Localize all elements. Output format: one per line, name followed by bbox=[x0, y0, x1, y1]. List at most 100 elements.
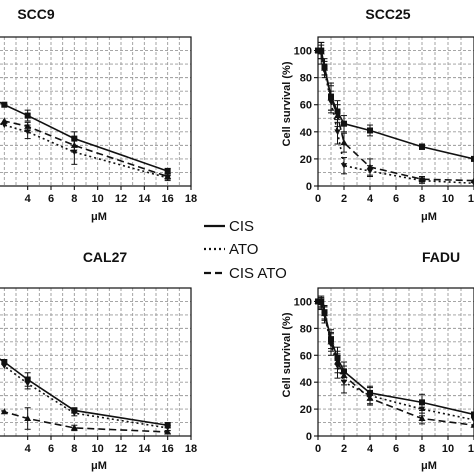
data-point bbox=[341, 120, 347, 127]
data-point bbox=[334, 358, 341, 365]
data-point bbox=[0, 408, 8, 415]
plot-frame bbox=[0, 36, 192, 187]
x-tick-label: 8 bbox=[419, 443, 425, 455]
plot-area-fadu: 0 2 4 6 8 10 12 0 20 40 60 80 100 bbox=[294, 287, 474, 455]
data-point bbox=[0, 117, 8, 124]
data-point bbox=[418, 175, 426, 182]
series-line-ato bbox=[317, 300, 474, 421]
x-tick-label: 14 bbox=[138, 193, 151, 205]
x-tick-label: 16 bbox=[162, 193, 174, 205]
x-tick-label: 6 bbox=[48, 443, 54, 455]
panel-title-cal27: CAL27 bbox=[83, 249, 128, 265]
x-tick-label: 6 bbox=[393, 193, 399, 205]
x-tick-label: 10 bbox=[442, 193, 454, 205]
panel-title-scc9: SCC9 bbox=[17, 6, 55, 22]
legend-label-ato: ATO bbox=[229, 241, 258, 258]
data-point bbox=[70, 141, 78, 148]
panel-scc9: SCC9 4 6 8 10 12 14 16 18 μM bbox=[0, 6, 197, 223]
data-point bbox=[1, 363, 8, 370]
x-tick-label: 8 bbox=[71, 193, 77, 205]
series-cis bbox=[315, 295, 474, 418]
data-point bbox=[24, 122, 32, 129]
data-point bbox=[340, 139, 348, 146]
x-tick-label: 12 bbox=[115, 193, 127, 205]
x-axis-label-scc25: μM bbox=[421, 211, 437, 223]
data-point bbox=[366, 394, 374, 401]
plot-frame bbox=[0, 287, 192, 437]
data-point bbox=[321, 64, 328, 71]
data-point bbox=[327, 94, 335, 101]
x-tick-label: 14 bbox=[138, 443, 151, 455]
legend-label-cis-ato: CIS ATO bbox=[229, 265, 287, 282]
x-tick-label: 12 bbox=[468, 193, 474, 205]
data-point bbox=[470, 177, 474, 184]
x-tick-label: 12 bbox=[468, 443, 474, 455]
series-line-ato bbox=[0, 122, 168, 179]
x-tick-label: 10 bbox=[92, 193, 104, 205]
data-point bbox=[334, 112, 341, 119]
x-axis-label-cal27: μM bbox=[91, 460, 107, 472]
series-line-cis-ato bbox=[0, 119, 168, 178]
data-point bbox=[419, 143, 425, 150]
y-tick-label: 100 bbox=[294, 296, 312, 308]
x-tick-label: 4 bbox=[25, 443, 32, 455]
data-point bbox=[470, 421, 474, 428]
x-tick-label: 2 bbox=[341, 443, 347, 455]
data-point bbox=[471, 411, 474, 418]
series-cis-ato bbox=[314, 296, 474, 428]
data-point bbox=[164, 425, 171, 431]
x-tick-label: 8 bbox=[71, 443, 77, 455]
data-point bbox=[334, 129, 341, 135]
data-point bbox=[70, 424, 78, 431]
x-tick-label: 4 bbox=[25, 193, 32, 205]
y-tick-label: 40 bbox=[300, 377, 312, 389]
x-tick-label: 6 bbox=[48, 193, 54, 205]
series-line-ato bbox=[0, 362, 168, 429]
data-point bbox=[1, 122, 8, 129]
x-tick-label: 4 bbox=[367, 193, 374, 205]
x-tick-label: 0 bbox=[315, 193, 321, 205]
y-tick-label: 60 bbox=[300, 350, 312, 362]
x-tick-label: 16 bbox=[162, 443, 174, 455]
data-point bbox=[470, 417, 474, 423]
x-tick-label: 8 bbox=[419, 193, 425, 205]
legend-label-cis: CIS bbox=[229, 218, 254, 235]
legend-item-cis: CIS bbox=[204, 218, 254, 235]
panel-cal27: CAL27 4 6 8 10 12 14 16 18 μM bbox=[0, 249, 197, 472]
y-axis-label-scc25: Cell survival (%) bbox=[281, 61, 293, 146]
panel-title-fadu: FADU bbox=[422, 249, 460, 265]
data-point bbox=[164, 168, 171, 175]
y-tick-label: 40 bbox=[300, 127, 312, 139]
y-tick-label: 20 bbox=[300, 154, 312, 166]
plot-area-cal27: 4 6 8 10 12 14 16 18 bbox=[0, 287, 197, 455]
data-point bbox=[366, 163, 374, 170]
x-tick-label: 4 bbox=[367, 443, 374, 455]
panel-scc25: SCC25 0 2 4 6 8 10 12 0 20 40 60 80 100 Cell surviva… bbox=[281, 6, 474, 223]
series-cis-ato bbox=[0, 407, 172, 435]
x-axis-label-fadu: μM bbox=[421, 460, 437, 472]
legend: CIS ATO CIS ATO bbox=[204, 218, 287, 282]
data-point bbox=[340, 163, 348, 169]
panel-title-scc25: SCC25 bbox=[365, 6, 410, 22]
x-tick-label: 12 bbox=[115, 443, 127, 455]
legend-item-cis-ato: CIS ATO bbox=[204, 265, 287, 282]
data-point bbox=[367, 127, 373, 134]
y-tick-label: 0 bbox=[306, 431, 312, 443]
data-point bbox=[418, 406, 426, 413]
y-tick-label: 100 bbox=[294, 46, 312, 58]
series-cis-ato bbox=[314, 44, 474, 184]
panel-fadu: FADU 0 2 4 6 8 10 12 0 20 40 60 80 100 Cell survival… bbox=[281, 249, 474, 472]
data-point bbox=[317, 299, 325, 306]
data-point bbox=[24, 381, 31, 387]
x-tick-label: 0 bbox=[315, 443, 321, 455]
y-tick-label: 60 bbox=[300, 100, 312, 112]
data-point bbox=[1, 101, 8, 108]
legend-item-ato: ATO bbox=[204, 241, 258, 258]
plot-area-scc25: 0 2 4 6 8 10 12 0 20 40 60 80 100 bbox=[294, 36, 474, 205]
data-point bbox=[24, 415, 32, 422]
x-tick-label: 10 bbox=[442, 443, 454, 455]
data-point bbox=[1, 359, 8, 365]
y-tick-label: 80 bbox=[300, 73, 312, 85]
data-point bbox=[327, 338, 335, 345]
data-point bbox=[340, 371, 348, 378]
